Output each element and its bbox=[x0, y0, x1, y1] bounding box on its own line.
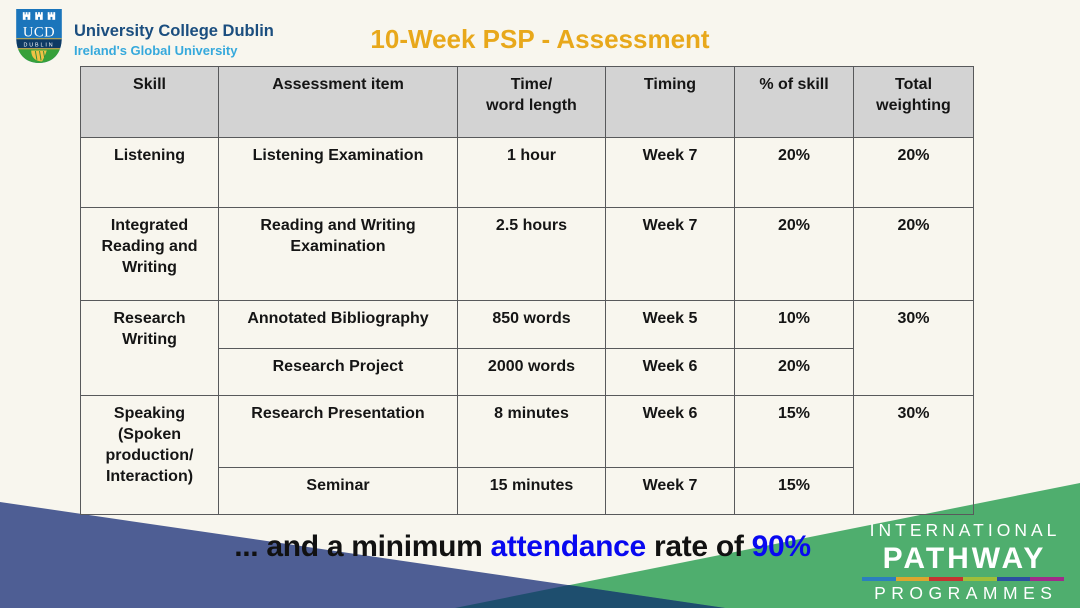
caption-text: ... and a minimum bbox=[234, 530, 491, 563]
header-total-weighting: Total weighting bbox=[853, 66, 974, 138]
brand-line-international: INTERNATIONAL bbox=[869, 520, 1061, 540]
caption-attendance-highlight: attendance bbox=[490, 530, 647, 563]
total-weighting-cell: 20% bbox=[853, 207, 974, 301]
total-weighting-cell: 30% bbox=[853, 395, 974, 515]
skill-cell: Research Writing bbox=[80, 300, 219, 396]
header-pct-of-skill: % of skill bbox=[734, 66, 854, 138]
timing-cell: Week 6 bbox=[605, 348, 735, 396]
time-cell: 850 words bbox=[457, 300, 606, 349]
time-cell: 2000 words bbox=[457, 348, 606, 396]
brand-bar-segment bbox=[1030, 577, 1065, 581]
university-name-block: University College Dublin Ireland's Glob… bbox=[74, 22, 274, 58]
timing-cell: Week 7 bbox=[605, 207, 735, 301]
total-weighting-cell: 30% bbox=[853, 300, 974, 396]
time-cell: 15 minutes bbox=[457, 467, 606, 515]
table-row-integrated-reading-writing: Integrated Reading and Writing Reading a… bbox=[80, 207, 974, 301]
attendance-note: ... and a minimum attendance rate of 90% bbox=[0, 530, 1045, 564]
assessment-table: Skill Assessment item Time/ word length … bbox=[80, 66, 974, 515]
brand-bar-segment bbox=[963, 577, 997, 581]
assessment-item-cell: Annotated Bibliography bbox=[218, 300, 458, 349]
caption-text: rate of bbox=[645, 530, 752, 563]
table-row-research-presentation: Speaking (Spoken production/ Interaction… bbox=[80, 395, 974, 515]
table-row-annotated-bibliography: Research Writing Annotated Bibliography … bbox=[80, 300, 974, 396]
percent-cell: 15% bbox=[734, 395, 854, 468]
percent-cell: 10% bbox=[734, 300, 854, 349]
logo-acronym: UCD bbox=[23, 25, 55, 41]
time-cell: 2.5 hours bbox=[457, 207, 606, 301]
timing-cell: Week 7 bbox=[605, 137, 735, 208]
time-cell: 8 minutes bbox=[457, 395, 606, 468]
percent-cell: 20% bbox=[734, 207, 854, 301]
slide-title: 10-Week PSP - Assessment bbox=[370, 24, 710, 54]
header-time-word-length: Time/ word length bbox=[457, 66, 606, 138]
percent-cell: 15% bbox=[734, 467, 854, 515]
ucd-logo: UCD DUBLIN bbox=[14, 8, 64, 64]
assessment-item-cell: Listening Examination bbox=[218, 137, 458, 208]
total-weighting-cell: 20% bbox=[853, 137, 974, 208]
brand-line-pathway: PATHWAY bbox=[882, 542, 1047, 576]
brand-color-bar bbox=[862, 577, 1065, 581]
percent-cell: 20% bbox=[734, 137, 854, 208]
table-row-research-project: Research Project 2000 words Week 6 20% bbox=[81, 348, 974, 396]
percent-cell: 20% bbox=[734, 348, 854, 396]
logo-city: DUBLIN bbox=[24, 42, 55, 48]
international-pathway-programmes-logo: INTERNATIONAL PATHWAY PROGRAMMES bbox=[862, 520, 1065, 603]
timing-cell: Week 7 bbox=[605, 467, 735, 515]
university-tagline: Ireland's Global University bbox=[74, 42, 238, 58]
brand-bar-segment bbox=[862, 577, 896, 581]
assessment-item-cell: Research Presentation bbox=[218, 395, 458, 468]
brand-bar-segment bbox=[895, 577, 930, 581]
table-row-listening: Listening Listening Examination 1 hour W… bbox=[80, 137, 974, 208]
brand-bar-segment bbox=[929, 577, 964, 581]
brand-bar-segment bbox=[996, 577, 1031, 581]
header-assessment-item: Assessment item bbox=[218, 66, 458, 138]
header-skill: Skill bbox=[80, 66, 219, 138]
header-timing: Timing bbox=[605, 66, 735, 138]
assessment-item-cell: Seminar bbox=[218, 467, 458, 515]
ucd-crest-icon: UCD DUBLIN bbox=[16, 9, 62, 63]
timing-cell: Week 5 bbox=[605, 300, 735, 349]
assessment-item-cell: Research Project bbox=[218, 348, 458, 396]
brand-line-programmes: PROGRAMMES bbox=[874, 582, 1058, 603]
time-cell: 1 hour bbox=[457, 137, 606, 208]
assessment-item-cell: Reading and Writing Examination bbox=[218, 207, 458, 301]
table-row-seminar: Seminar 15 minutes Week 7 15% bbox=[81, 467, 974, 515]
table-header-row: Skill Assessment item Time/ word length … bbox=[80, 66, 974, 138]
caption-percentage-highlight: 90% bbox=[751, 530, 811, 563]
skill-cell: Integrated Reading and Writing bbox=[80, 207, 219, 301]
timing-cell: Week 6 bbox=[605, 395, 735, 468]
harp-icon bbox=[31, 50, 47, 62]
skill-cell: Speaking (Spoken production/ Interaction… bbox=[80, 395, 219, 515]
university-name: University College Dublin bbox=[74, 22, 274, 40]
skill-cell: Listening bbox=[80, 137, 219, 208]
